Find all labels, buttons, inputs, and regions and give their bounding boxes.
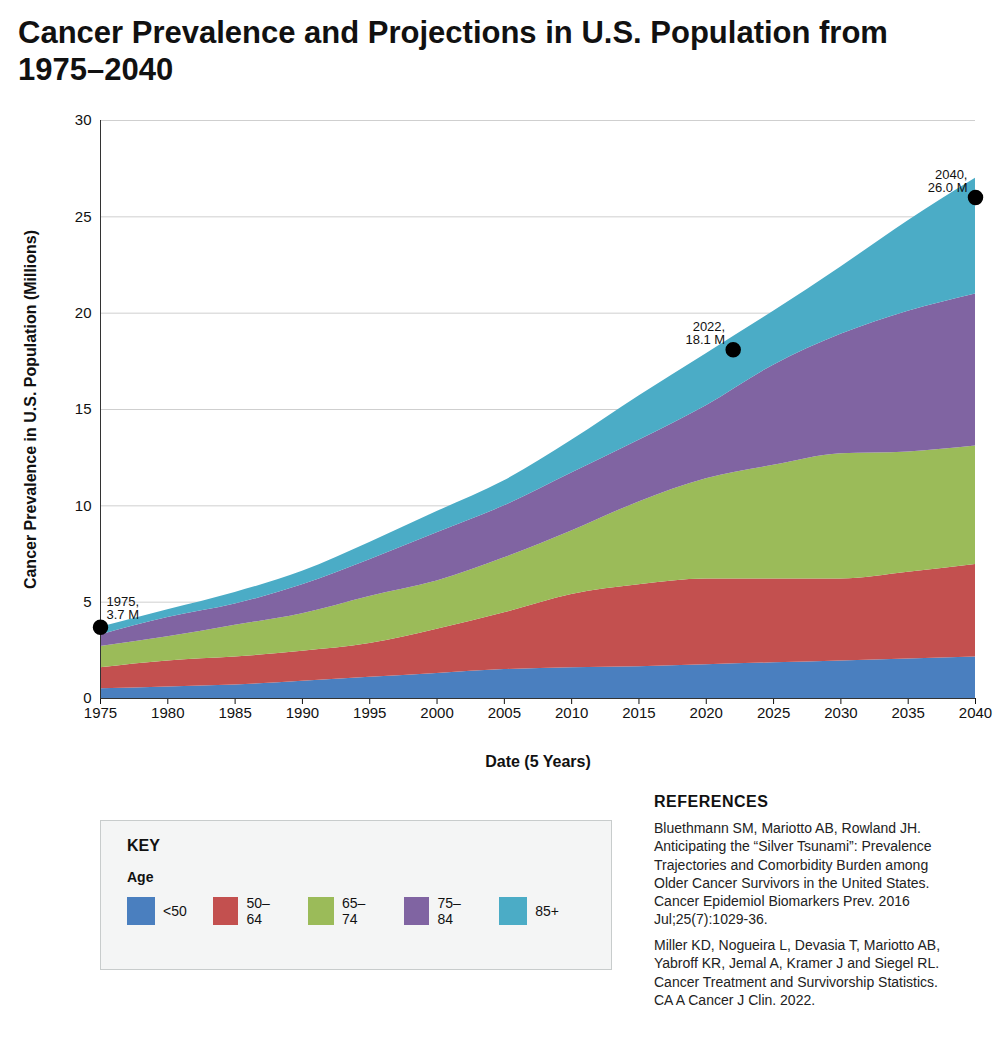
svg-text:0: 0: [83, 689, 92, 707]
html-text:KEY: KEY: [127, 837, 160, 855]
html-text:REFERENCES: REFERENCES: [654, 793, 769, 811]
svg-text:2022,18.1 M: 2022,18.1 M: [685, 319, 725, 347]
svg-text:Cancer Prevalence in U.S. Popu: Cancer Prevalence in U.S. Population (Mi…: [22, 230, 39, 589]
svg-text:25: 25: [75, 208, 92, 225]
svg-text:2040: 2040: [959, 705, 992, 722]
html-text:Cancer Prevalence and Projecti: Cancer Prevalence and Projections in U.S…: [18, 15, 888, 88]
svg-text:1975: 1975: [84, 705, 117, 722]
html-text:65–74: 65–74: [342, 895, 366, 928]
html-text:Bluethmann SM, Mariotto AB, Ro: Bluethmann SM, Mariotto AB, Rowland JH. …: [654, 820, 932, 928]
svg-text:20: 20: [75, 304, 92, 321]
svg-text:2015: 2015: [622, 705, 655, 722]
svg-text:30: 30: [75, 112, 92, 129]
svg-text:2035: 2035: [892, 705, 925, 722]
svg-text:Date (5 Years): Date (5 Years): [485, 753, 591, 770]
svg-text:1975,3.7 M: 1975,3.7 M: [107, 595, 140, 623]
svg-text:2030: 2030: [824, 705, 857, 722]
html-text:85+: 85+: [535, 903, 559, 920]
svg-text:2010: 2010: [555, 705, 588, 722]
svg-text:2040,26.0 M: 2040,26.0 M: [928, 167, 968, 195]
html-text:Miller KD, Nogueira L, Devasia: Miller KD, Nogueira L, Devasia T, Mariot…: [654, 937, 941, 1008]
svg-text:2025: 2025: [757, 705, 790, 722]
html-text:75–84: 75–84: [437, 895, 461, 928]
svg-text:2000: 2000: [420, 705, 453, 722]
svg-text:1990: 1990: [286, 705, 319, 722]
svg-text:5: 5: [83, 593, 91, 610]
html-text:<50: <50: [163, 903, 187, 920]
svg-text:1985: 1985: [218, 705, 251, 722]
svg-text:2020: 2020: [690, 705, 723, 722]
svg-text:10: 10: [75, 497, 92, 514]
html-text:Age: Age: [127, 869, 154, 886]
svg-text:1980: 1980: [151, 705, 184, 722]
svg-text:2005: 2005: [488, 705, 521, 722]
html-text:50–64: 50–64: [246, 895, 270, 928]
svg-text:1995: 1995: [353, 705, 386, 722]
svg-text:15: 15: [75, 401, 92, 418]
